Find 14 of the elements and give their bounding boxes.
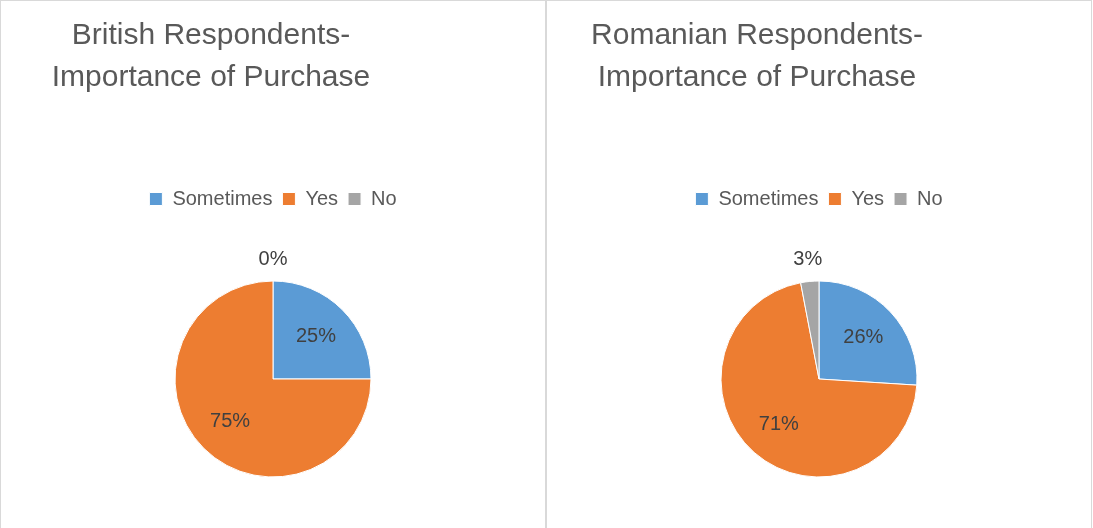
legend-label: No (371, 186, 397, 209)
data-label: 26% (843, 324, 884, 347)
chart-title: British Respondents- Importance of Purchase (50, 16, 372, 94)
data-label: 3% (793, 247, 823, 270)
data-label: 75% (210, 409, 251, 432)
legend-label: Yes (851, 186, 885, 209)
chart-title: Romanian Respondents- Importance of Purchase (590, 16, 924, 94)
legend-label: Sometimes (718, 186, 819, 209)
data-label: 71% (758, 412, 800, 435)
text: 0% (258, 246, 288, 269)
data-label: 25% (295, 323, 337, 346)
legend-label: Yes (305, 186, 339, 209)
legend-label: Sometimes (172, 186, 273, 209)
legend-label: No (917, 186, 943, 209)
